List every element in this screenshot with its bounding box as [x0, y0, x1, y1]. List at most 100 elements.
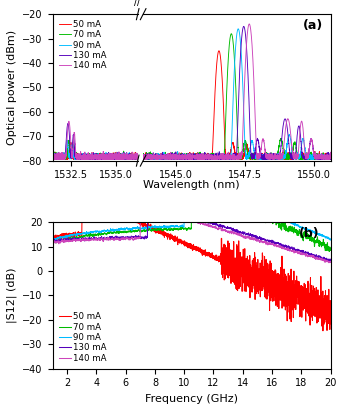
- 90 mA: [151, 224, 155, 228]
- 130 mA: [328, 259, 332, 264]
- 90 mA: [173, 153, 177, 158]
- 90 mA: [51, 237, 55, 242]
- Line: 90 mA: 90 mA: [43, 29, 339, 160]
- 70 mA: [82, 234, 86, 239]
- Line: 50 mA: 50 mA: [53, 217, 331, 331]
- 90 mA: [129, 226, 133, 231]
- Text: (b): (b): [299, 226, 319, 239]
- 140 mA: [256, 155, 260, 160]
- 70 mA: [330, 54, 334, 59]
- 50 mA: [330, 153, 334, 158]
- 130 mA: [151, 201, 155, 206]
- 50 mA: [173, 153, 177, 158]
- 50 mA: [321, 328, 325, 333]
- 140 mA: [41, 155, 45, 160]
- Y-axis label: Optical power (dBm): Optical power (dBm): [7, 30, 17, 145]
- 70 mA: [151, 228, 155, 232]
- 130 mA: [200, 217, 204, 222]
- 50 mA: [129, 216, 133, 221]
- 90 mA: [312, 230, 316, 234]
- 130 mA: [60, 153, 64, 158]
- 70 mA: [256, 152, 260, 157]
- 140 mA: [60, 157, 64, 162]
- 50 mA: [80, 215, 84, 220]
- 70 mA: [129, 230, 133, 234]
- 130 mA: [145, 157, 149, 162]
- 70 mA: [327, 249, 331, 254]
- Line: 90 mA: 90 mA: [53, 177, 331, 241]
- 130 mA: [82, 237, 86, 242]
- 50 mA: [134, 157, 138, 162]
- 50 mA: [312, 309, 316, 314]
- Text: $//$: $//$: [134, 0, 142, 9]
- 70 mA: [60, 155, 64, 160]
- 70 mA: [51, 240, 55, 245]
- 140 mA: [328, 260, 333, 264]
- 130 mA: [51, 239, 55, 243]
- 90 mA: [328, 237, 333, 242]
- 140 mA: [173, 154, 177, 159]
- Y-axis label: |S12| (dB): |S12| (dB): [6, 268, 17, 323]
- 90 mA: [183, 175, 187, 180]
- 140 mA: [129, 236, 133, 241]
- 130 mA: [41, 155, 45, 160]
- 90 mA: [82, 231, 86, 236]
- 90 mA: [336, 26, 339, 31]
- 130 mA: [310, 156, 314, 160]
- 90 mA: [200, 183, 204, 188]
- X-axis label: Frequency (GHz): Frequency (GHz): [145, 394, 238, 404]
- 140 mA: [312, 254, 316, 259]
- 130 mA: [147, 200, 152, 205]
- 90 mA: [330, 150, 334, 155]
- 70 mA: [41, 157, 45, 162]
- 140 mA: [272, 154, 276, 159]
- 140 mA: [82, 237, 86, 242]
- Legend: 50 mA, 70 mA, 90 mA, 130 mA, 140 mA: 50 mA, 70 mA, 90 mA, 130 mA, 140 mA: [57, 19, 108, 72]
- 140 mA: [200, 221, 204, 226]
- 140 mA: [51, 239, 55, 244]
- 130 mA: [129, 234, 133, 239]
- 90 mA: [197, 157, 201, 162]
- 50 mA: [82, 215, 86, 220]
- Line: 70 mA: 70 mA: [43, 34, 339, 160]
- 50 mA: [328, 305, 333, 309]
- 90 mA: [60, 154, 64, 159]
- 90 mA: [310, 151, 314, 156]
- 50 mA: [323, 48, 327, 53]
- Line: 50 mA: 50 mA: [43, 51, 339, 160]
- 130 mA: [173, 156, 177, 160]
- 50 mA: [41, 156, 45, 160]
- 70 mA: [51, 240, 55, 245]
- 140 mA: [330, 156, 334, 161]
- 70 mA: [272, 156, 276, 160]
- 140 mA: [139, 202, 143, 207]
- 50 mA: [60, 157, 64, 162]
- 140 mA: [51, 240, 55, 245]
- 130 mA: [256, 156, 260, 161]
- 70 mA: [312, 238, 316, 243]
- Line: 130 mA: 130 mA: [53, 202, 331, 261]
- Line: 70 mA: 70 mA: [53, 182, 331, 252]
- 90 mA: [53, 238, 57, 243]
- Text: (a): (a): [303, 19, 323, 32]
- Legend: 50 mA, 70 mA, 90 mA, 130 mA, 140 mA: 50 mA, 70 mA, 90 mA, 130 mA, 140 mA: [57, 311, 108, 364]
- 70 mA: [331, 31, 335, 36]
- 90 mA: [272, 157, 276, 162]
- Line: 140 mA: 140 mA: [53, 204, 331, 263]
- 90 mA: [51, 238, 55, 243]
- 140 mA: [151, 205, 155, 210]
- 50 mA: [310, 155, 314, 160]
- 70 mA: [328, 247, 333, 252]
- 70 mA: [310, 156, 314, 161]
- 70 mA: [190, 180, 194, 185]
- 90 mA: [256, 154, 260, 159]
- 70 mA: [173, 153, 177, 158]
- 50 mA: [51, 237, 55, 242]
- 130 mA: [312, 252, 316, 257]
- 90 mA: [41, 154, 45, 159]
- 130 mA: [328, 257, 333, 262]
- Line: 140 mA: 140 mA: [43, 24, 339, 160]
- 50 mA: [256, 156, 260, 161]
- 140 mA: [327, 260, 331, 265]
- 130 mA: [272, 156, 276, 160]
